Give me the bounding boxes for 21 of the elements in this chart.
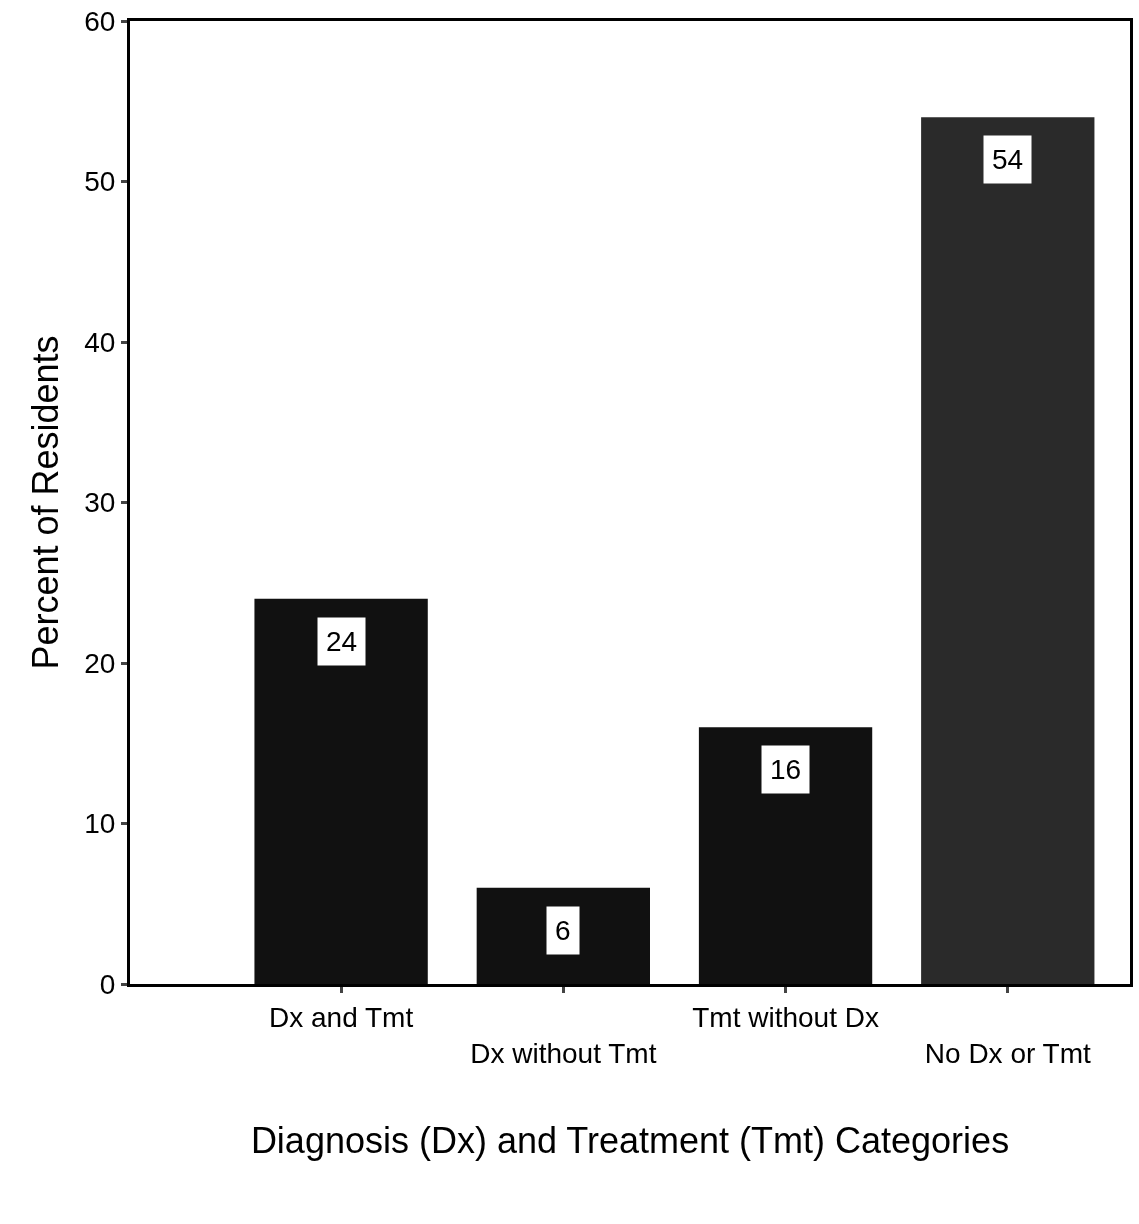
x-tick-label: Tmt without Dx: [692, 1001, 879, 1033]
bar: [254, 598, 428, 984]
y-tick-label: 30: [84, 487, 116, 519]
bar: [476, 887, 650, 984]
bar: [921, 117, 1095, 984]
y-tick-label: 10: [84, 808, 116, 840]
x-tick-label: Dx without Tmt: [470, 1038, 657, 1069]
y-tick-label: 20: [84, 647, 116, 679]
x-axis-title: Diagnosis (Dx) and Treatment (Tmt) Categories: [250, 1119, 1010, 1161]
y-axis-title: Percent of Residents: [25, 335, 67, 670]
x-tick-label: No Dx or Tmt: [924, 1038, 1091, 1069]
data-label: 24: [326, 626, 358, 657]
y-tick-label: 0: [99, 968, 116, 1000]
y-tick-label: 60: [84, 5, 116, 37]
y-tick-label: 50: [84, 166, 116, 198]
bar: [698, 727, 873, 984]
data-label: 54: [992, 144, 1024, 175]
data-label: 16: [770, 754, 802, 785]
y-tick-label: 40: [84, 326, 116, 358]
data-label: 6: [555, 915, 571, 946]
x-tick-label: Dx and Tmt: [269, 1001, 414, 1033]
